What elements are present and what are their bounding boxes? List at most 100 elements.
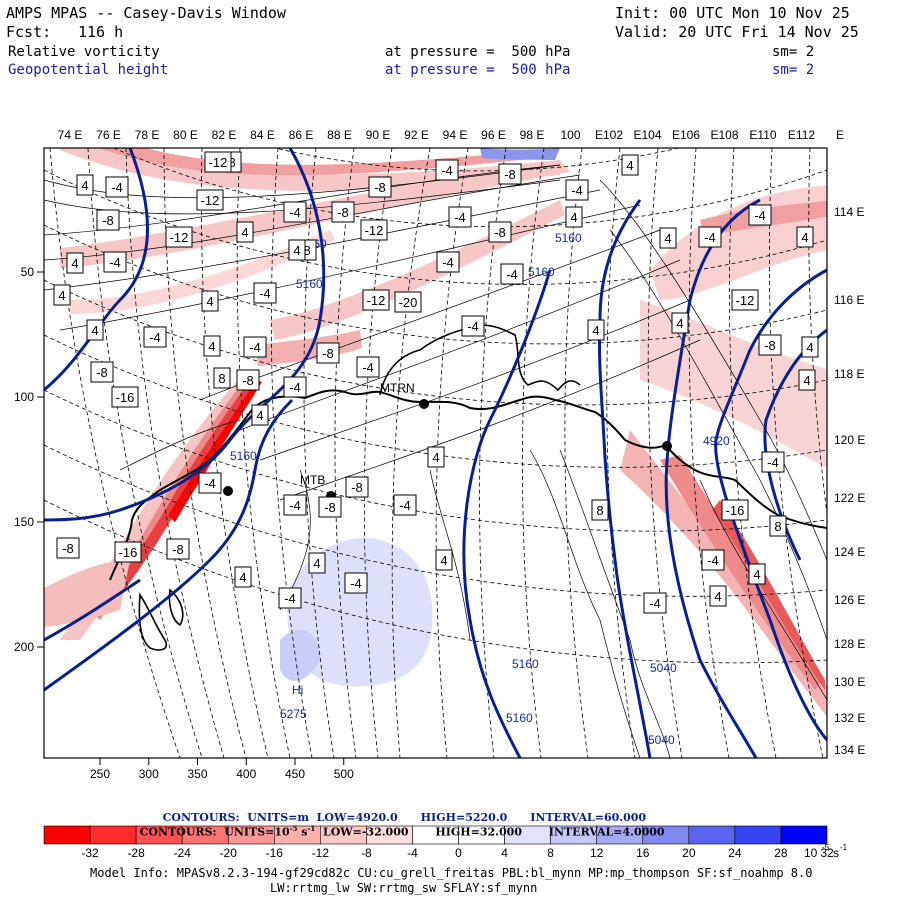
vorticity-label-text: -4 [289, 380, 301, 395]
vorticity-label-box [435, 549, 453, 571]
height-contour-label: 4920 [703, 434, 730, 448]
meridian-line [391, 148, 431, 758]
meridian-line [564, 148, 589, 758]
parallel-line [44, 334, 827, 468]
vorticity-label-box [204, 151, 232, 173]
vorticity-label-box [748, 204, 772, 226]
vorticity-label-text: -8 [374, 180, 386, 195]
top-lon-label: 74 E [58, 128, 83, 142]
vorticity-label: 4 [86, 319, 104, 341]
vorticity-label-box [236, 221, 254, 243]
vorticity-label-text: -4 [284, 591, 296, 606]
colorbar-tick-label: 24 [728, 846, 742, 860]
colorbar-tick-label: -12 [312, 846, 330, 860]
vorticity-label: -8 [345, 476, 369, 498]
vorticity-label: 4 [796, 226, 814, 248]
vorticity-contour-info: CONTOURS: UNITS=10-5 s-1 LOW=-32.000 HIG… [139, 824, 665, 839]
parallel-line [44, 499, 827, 664]
field2-level: at pressure = 500 hPa [385, 62, 571, 78]
vorticity-label-box [448, 206, 472, 228]
vorticity-label-box [488, 221, 512, 243]
right-lon-label: 114 E [834, 205, 864, 219]
vorticity-label-text: -8 [337, 205, 349, 220]
vorticity-label: -4 [698, 226, 722, 248]
vorticity-label: -8 [96, 209, 120, 231]
plot-title: AMPS MPAS -- Casey-Davis Window [6, 4, 286, 22]
vorticity-label-box [393, 494, 417, 516]
vorticity-label-box [748, 563, 766, 585]
vorticity-label-box [498, 163, 522, 185]
vorticity-label-box [761, 451, 785, 473]
top-lon-label: 82 E [212, 128, 237, 142]
parallel-line [44, 279, 827, 406]
top-lon-label: 96 E [481, 128, 506, 142]
vorticity-label-box [461, 315, 485, 337]
colorbar [43, 825, 828, 845]
forecast-label: Fcst: [6, 23, 52, 41]
colorbar-tick-label: 32 [820, 846, 834, 860]
height-contour-label: 5040 [650, 661, 677, 675]
vorticity-label-box [243, 336, 267, 358]
field2-smoothing: sm= 2 [772, 62, 815, 78]
vorticity-label-text: 4 [592, 323, 599, 338]
field1-smoothing: sm= 2 [772, 44, 815, 60]
vorticity-label: -4 [461, 315, 485, 337]
right-lon-label: 120 E [834, 433, 865, 447]
vorticity-label: -4 [103, 251, 127, 273]
vorticity-label-box [368, 176, 392, 198]
vorticity-label-box [565, 179, 589, 201]
meridian-line [49, 148, 181, 758]
vorticity-label: -4 [283, 376, 307, 398]
colorbar-segment [780, 825, 828, 845]
top-lon-label: E104 [633, 128, 661, 142]
height-contour-label: 5160 [230, 449, 257, 463]
vorticity-label-box [643, 592, 667, 614]
height-contour-label: 5160 [512, 657, 539, 671]
top-lon-label: E102 [595, 128, 623, 142]
vorticity-label: -8 [318, 496, 342, 518]
meridian-line [303, 148, 335, 758]
station-marker [223, 486, 233, 496]
vorticity-label-box [758, 334, 782, 356]
vorticity-label-text: -8 [322, 346, 334, 361]
vorticity-label-box [796, 226, 814, 248]
model-info: Model Info: MPASv8.2.3-194-gf29cd82c CU:… [90, 866, 813, 880]
colorbar-segment [43, 825, 91, 845]
vorticity-label: -4 [393, 494, 417, 516]
vorticity-label-text: 4 [432, 450, 439, 465]
height-contour-label: 5275 [280, 707, 307, 721]
vorticity-label-box [721, 499, 749, 521]
vorticity-label-box [165, 226, 193, 248]
vorticity-label-box [362, 289, 390, 311]
vorticity-label-box [234, 566, 252, 588]
vorticity-label: -8 [56, 537, 80, 559]
station-marker [419, 399, 429, 409]
parallel-line [44, 444, 827, 597]
vorticity-label-text: -4 [454, 210, 466, 225]
vorticity-label-text: -4 [441, 163, 453, 178]
parallel-line [44, 389, 827, 532]
vorticity-label-text: -4 [259, 286, 271, 301]
vorticity-label-box [500, 263, 524, 285]
colorbar-tick-label: -20 [220, 846, 238, 860]
vorticity-label: 4 [798, 369, 816, 391]
vorticity-label-box [698, 226, 722, 248]
vorticity-label-text: -8 [62, 541, 74, 556]
top-lon-label: 80 E [173, 128, 198, 142]
top-lon-label: E112 [788, 128, 815, 142]
vorticity-label-text: 4 [206, 294, 213, 309]
vorticity-label-text: -4 [109, 255, 121, 270]
high-marker: Hi [292, 683, 303, 697]
vorticity-label-text: -16 [116, 390, 135, 405]
vorticity-label-box [86, 319, 104, 341]
vorticity-label-box [318, 496, 342, 518]
x-tick-label: 400 [236, 767, 256, 781]
vorticity-label-box [394, 291, 422, 313]
meridian-line [270, 148, 313, 758]
vorticity-label-box [701, 549, 725, 571]
right-lon-label: 128 E [834, 637, 865, 651]
height-contour-label: 5160 [506, 711, 533, 725]
top-lon-label: E106 [672, 128, 700, 142]
vorticity-label: -4 [643, 592, 667, 614]
